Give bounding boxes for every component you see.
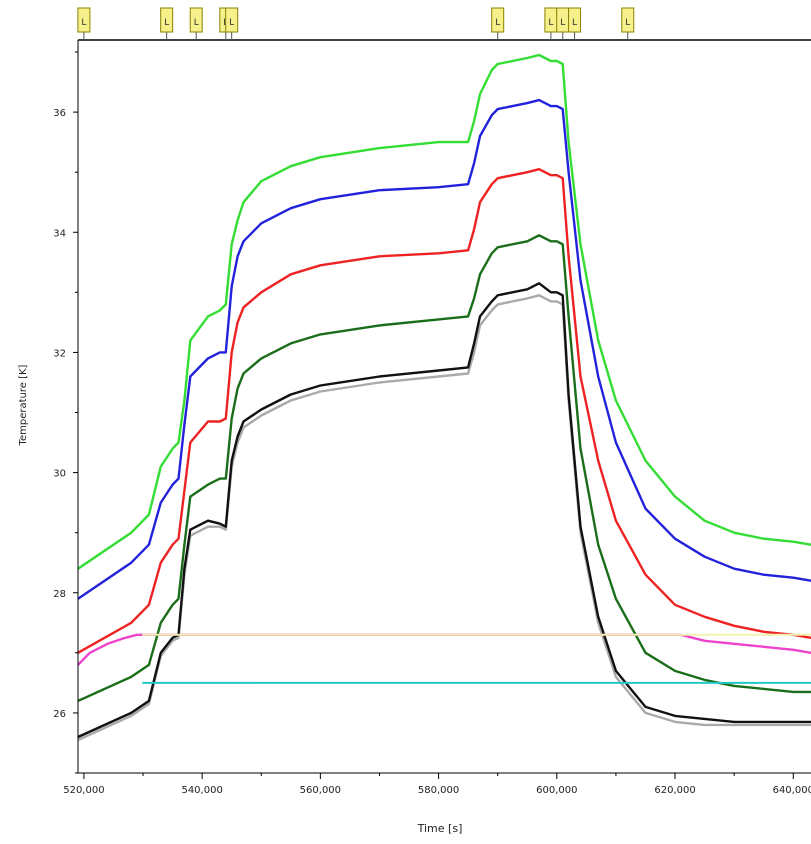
x-tick-label-520000: 520,000 <box>63 785 104 796</box>
x-tick-label-620000: 620,000 <box>654 785 695 796</box>
event-marker-flag <box>491 7 505 33</box>
series-group <box>78 53 811 742</box>
y-tick-label-30: 30 <box>53 469 66 480</box>
event-marker-label: L <box>495 18 500 28</box>
x-tick-label-540000: 540,000 <box>181 785 222 796</box>
series-line-2 <box>78 98 811 600</box>
event-marker-label: L <box>81 18 86 28</box>
series-line-1 <box>78 53 811 570</box>
y-axis-label: Temperature [K] <box>18 364 29 446</box>
y-tick-label-34: 34 <box>53 228 66 239</box>
event-marker-label: L <box>572 18 577 28</box>
event-marker-label: L <box>229 18 234 28</box>
event-marker-label: L <box>164 18 169 28</box>
x-tick-label-600000: 600,000 <box>536 785 577 796</box>
event-marker-label: L <box>548 18 553 28</box>
y-tick-label-32: 32 <box>53 348 66 359</box>
event-marker-flag <box>225 7 239 33</box>
event-marker-flag <box>77 7 91 33</box>
plot-area <box>78 40 811 773</box>
event-marker-flag <box>160 7 174 33</box>
event-marker-flag <box>189 7 203 33</box>
y-tick-label-36: 36 <box>53 108 66 119</box>
event-marker-label: L <box>625 18 630 28</box>
y-tick-label-26: 26 <box>53 709 66 720</box>
x-axis-label: Time [s] <box>417 822 463 835</box>
event-marker-flag <box>568 7 582 33</box>
series-line-5 <box>78 234 811 703</box>
x-tick-label-560000: 560,000 <box>300 785 341 796</box>
x-tick-label-640000: 640,000 <box>773 785 811 796</box>
event-marker-label: L <box>194 18 199 28</box>
x-tick-label-580000: 580,000 <box>418 785 459 796</box>
event-marker-label: L <box>560 18 565 28</box>
series-line-3 <box>78 168 811 654</box>
y-tick-label-28: 28 <box>53 589 66 600</box>
series-line-7 <box>78 282 811 739</box>
event-marker-flag <box>621 7 635 33</box>
